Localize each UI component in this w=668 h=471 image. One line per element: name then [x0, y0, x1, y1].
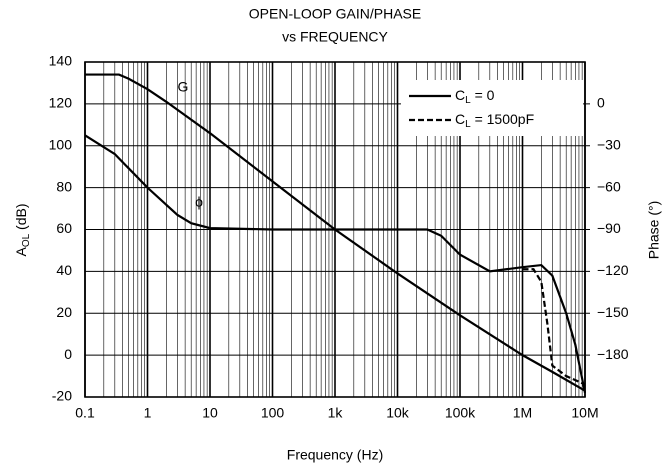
y-tick-label: 140	[49, 53, 73, 69]
y2-tick-label: −90	[597, 220, 621, 236]
chart-subtitle: vs FREQUENCY	[282, 29, 388, 45]
x-axis-label: Frequency (Hz)	[287, 447, 383, 463]
y2-tick-label: −60	[597, 178, 621, 194]
x-tick-label: 100k	[445, 405, 476, 421]
y-axis-label: AOL (dB)	[13, 203, 32, 256]
y-tick-label: -20	[52, 388, 72, 404]
x-tick-label: 1M	[513, 405, 532, 421]
legend-label: CL = 1500pF	[455, 111, 534, 130]
x-tick-label: 10k	[386, 405, 410, 421]
series-line	[85, 73, 586, 392]
x-tick-label: 1	[144, 405, 152, 421]
legend-label: CL = 0	[455, 87, 495, 106]
x-tick-label: 1k	[328, 405, 344, 421]
y2-tick-label: −180	[597, 346, 629, 362]
x-tick-label: 10M	[571, 405, 598, 421]
annotation: ϕ	[195, 194, 203, 210]
y-tick-label: 60	[56, 220, 72, 236]
series-line	[522, 268, 586, 386]
y2-tick-label: −30	[597, 136, 621, 152]
series-line	[84, 134, 587, 394]
y2-tick-label: −150	[597, 304, 629, 320]
legend-box	[401, 80, 583, 136]
chart-title: OPEN-LOOP GAIN/PHASE	[249, 6, 421, 22]
y2-axis-label: Phase (°)	[646, 201, 662, 260]
y-tick-label: 0	[64, 346, 72, 362]
plot-frame	[84, 61, 586, 398]
y2-tick-label: −120	[597, 262, 629, 278]
x-tick-label: 100	[261, 405, 285, 421]
y-tick-label: 100	[49, 136, 73, 152]
x-tick-label: 0.1	[75, 405, 95, 421]
y-tick-label: 120	[49, 95, 73, 111]
y-tick-label: 20	[56, 304, 72, 320]
y-tick-label: 80	[56, 178, 72, 194]
annotation: G	[178, 79, 189, 95]
x-tick-label: 10	[202, 405, 218, 421]
y2-tick-label: 0	[597, 95, 605, 111]
y-tick-label: 40	[56, 262, 72, 278]
